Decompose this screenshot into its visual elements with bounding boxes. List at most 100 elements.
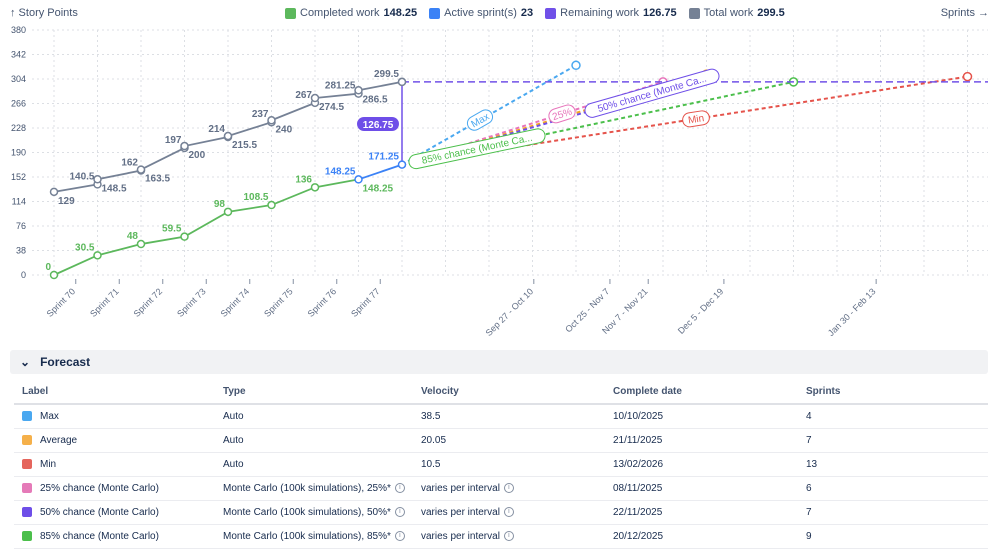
column-header[interactable]: Label	[14, 380, 215, 405]
total-label: 215.5	[232, 140, 257, 151]
burnup-chart: 0 38 76 114 152 190 228 266 304 342 380 Sprint 70 Sp…	[11, 25, 988, 338]
legend-swatch	[545, 7, 557, 19]
row-label: 85% chance (Monte Carlo)	[40, 530, 159, 542]
color-swatch	[22, 434, 32, 445]
y-tick-label: 114	[12, 197, 26, 207]
row-type: Monte Carlo (100k simulations), 85%*	[223, 530, 391, 542]
total-label: 281.25	[325, 81, 356, 92]
row-velocity: 10.5	[421, 458, 441, 470]
x-tick-label: Sprint 70	[45, 286, 78, 319]
row-label: Max	[40, 410, 59, 422]
legend-item[interactable]: Total work 299.5	[688, 7, 785, 19]
column-header[interactable]: Complete date	[605, 380, 798, 405]
x-tick-label: Sprint 72	[132, 286, 165, 319]
completed-label: 30.5	[75, 242, 95, 253]
legend-item[interactable]: Completed work 148.25	[285, 7, 417, 19]
y-tick-label: 190	[11, 148, 26, 158]
color-swatch	[22, 506, 32, 517]
row-label: 50% chance (Monte Carlo)	[40, 506, 159, 518]
column-header[interactable]: Sprints	[798, 380, 988, 405]
x-tick-label: Sprint 71	[88, 286, 121, 319]
completed-work-line	[53, 178, 359, 276]
color-swatch	[22, 411, 32, 422]
info-icon[interactable]: i	[503, 482, 514, 493]
x-tick-label: Dec 5 - Dec 19	[676, 286, 726, 336]
color-swatch	[22, 530, 32, 541]
legend-value: 126.75	[643, 7, 677, 19]
completed-work-point	[267, 200, 276, 210]
completed-label: 148.25	[325, 166, 356, 177]
row-date: 13/02/2026	[605, 452, 798, 477]
row-date: 08/11/2025	[605, 476, 798, 501]
row-type: Monte Carlo (100k simulations), 50%*	[223, 506, 391, 518]
legend-item[interactable]: Active sprint(s) 23	[429, 7, 533, 19]
row-type: Auto	[223, 434, 244, 446]
row-velocity: varies per interval	[421, 530, 500, 542]
row-date: 20/12/2025	[605, 524, 798, 549]
forecast-pill: Max	[466, 109, 494, 131]
legend-value: 299.5	[757, 7, 785, 19]
total-work-point	[93, 175, 102, 184]
row-velocity: varies per interval	[421, 482, 500, 494]
forecast-pill: 25%	[548, 104, 576, 124]
x-tick-label: Sprint 74	[219, 286, 252, 319]
legend-item[interactable]: Remaining work 126.75	[545, 7, 677, 19]
completed-label: 98	[214, 199, 226, 210]
remaining-badge	[357, 117, 399, 131]
chevron-down-icon[interactable]: ⌄	[20, 355, 31, 369]
info-icon[interactable]: i	[503, 506, 514, 517]
forecast-line	[401, 75, 968, 166]
total-label: 267	[295, 90, 312, 101]
row-velocity: varies per interval	[421, 506, 500, 518]
active-label: 171.25	[368, 152, 399, 163]
info-icon[interactable]: i	[394, 482, 405, 493]
remaining-value: 126.75	[363, 120, 394, 131]
total-label: 148.5	[102, 183, 127, 194]
color-swatch	[22, 482, 32, 493]
total-label: 140.5	[69, 171, 94, 182]
x-tick-label: Sprint 77	[349, 286, 382, 319]
table-row: Average Auto 20.05 21/11/2025 7	[14, 428, 988, 453]
y-tick-label: 266	[11, 99, 26, 109]
total-label: 162	[121, 158, 138, 169]
row-sprints: 6	[798, 476, 988, 501]
row-sprints: 7	[798, 428, 988, 453]
column-header[interactable]: Velocity	[413, 380, 605, 405]
x-tick-label: Sprint 76	[306, 286, 339, 319]
total-label: 214	[208, 124, 225, 135]
legend-value: 148.25	[383, 7, 418, 19]
y-tick-label: 38	[16, 246, 26, 256]
forecast-table: Label Type Velocity Complete date Sprints Max…	[14, 380, 988, 549]
pill-label: Min	[687, 113, 705, 126]
completed-label: 0	[45, 262, 51, 273]
pill-bg	[408, 128, 546, 170]
completed-work-point	[223, 207, 233, 217]
legend-swatch	[688, 7, 700, 19]
forecast-title: Forecast	[40, 355, 91, 369]
x-tick-label: Jan 30 - Feb 13	[826, 286, 878, 338]
color-swatch	[22, 458, 32, 469]
row-sprints: 7	[798, 500, 988, 525]
legend-swatch	[429, 7, 441, 19]
row-type: Auto	[223, 458, 244, 470]
forecast-section-header[interactable]: ⌄ Forecast	[10, 350, 988, 374]
info-icon[interactable]: i	[394, 530, 405, 541]
legend-label: Total work	[703, 7, 754, 19]
column-header[interactable]: Type	[215, 380, 413, 405]
total-label: 129	[58, 196, 75, 207]
total-work-point	[397, 77, 407, 87]
legend-label: Remaining work	[560, 7, 640, 19]
row-sprints: 4	[798, 404, 988, 429]
pill-bg	[548, 104, 576, 124]
total-work-point	[136, 165, 146, 174]
info-icon[interactable]: i	[503, 530, 514, 541]
total-work-point	[267, 116, 276, 125]
row-sprints: 9	[798, 524, 988, 549]
completed-label: 148.25	[363, 183, 394, 194]
x-tick-label: Sep 27 - Oct 10	[484, 286, 536, 338]
table-row: 50% chance (Monte Carlo) Monte Carlo (10…	[14, 500, 988, 525]
row-label: Average	[40, 434, 78, 446]
pill-bg	[584, 68, 720, 118]
info-icon[interactable]: i	[394, 506, 405, 517]
legend-swatch	[285, 7, 296, 19]
